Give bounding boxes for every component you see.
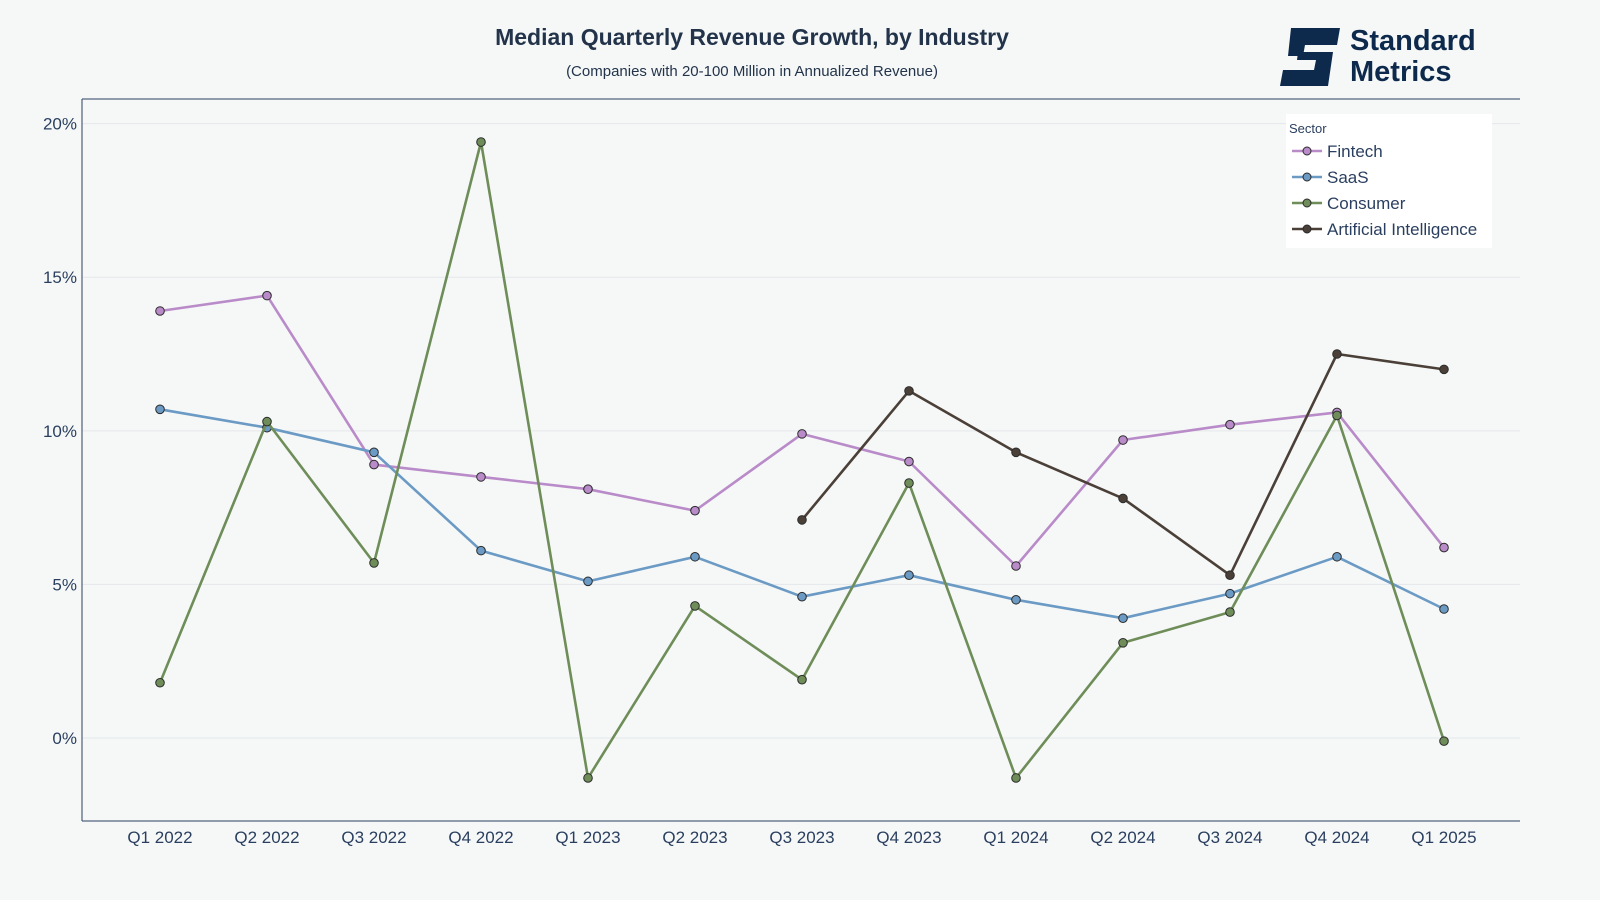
legend-swatch-marker xyxy=(1302,146,1312,156)
chart-title: Median Quarterly Revenue Growth, by Indu… xyxy=(495,24,1009,50)
data-point[interactable] xyxy=(155,306,165,316)
y-tick-label: 15% xyxy=(43,268,77,287)
legend-label: Artificial Intelligence xyxy=(1327,220,1477,239)
data-point[interactable] xyxy=(1011,773,1021,783)
x-tick-label: Q2 2022 xyxy=(234,828,299,847)
logo: Standard Metrics xyxy=(1280,25,1476,88)
x-tick-label: Q4 2022 xyxy=(448,828,513,847)
data-point[interactable] xyxy=(690,551,700,562)
data-point[interactable] xyxy=(1118,638,1128,648)
x-tick-label: Q2 2023 xyxy=(662,828,727,847)
data-point[interactable] xyxy=(369,459,379,470)
y-tick-label: 10% xyxy=(43,422,77,441)
legend-swatch-marker xyxy=(1302,198,1312,208)
y-tick-label: 0% xyxy=(52,729,77,748)
data-point[interactable] xyxy=(155,677,165,688)
chart-subtitle: (Companies with 20-100 Million in Annual… xyxy=(566,63,938,80)
data-point[interactable] xyxy=(1118,435,1128,445)
legend-item[interactable]: Consumer xyxy=(1292,194,1406,213)
series-artificial-intelligence xyxy=(797,349,1449,581)
legend-item[interactable]: SaaS xyxy=(1292,168,1369,187)
logo-text-line2: Metrics xyxy=(1350,56,1452,88)
data-point[interactable] xyxy=(476,137,486,147)
y-tick-label: 5% xyxy=(52,575,77,594)
data-point[interactable] xyxy=(904,478,914,488)
data-point[interactable] xyxy=(797,674,807,685)
data-point[interactable] xyxy=(1225,570,1235,581)
data-point[interactable] xyxy=(1225,419,1235,430)
data-point[interactable] xyxy=(690,505,700,516)
data-point[interactable] xyxy=(1011,561,1021,571)
logo-text-line1: Standard xyxy=(1350,25,1476,57)
data-point[interactable] xyxy=(797,429,807,439)
legend-label: Fintech xyxy=(1327,142,1383,161)
data-point[interactable] xyxy=(1011,594,1021,605)
data-point[interactable] xyxy=(369,558,379,568)
data-point[interactable] xyxy=(262,416,272,427)
legend-label: SaaS xyxy=(1327,168,1369,187)
legend-swatch-marker xyxy=(1302,172,1312,182)
data-point[interactable] xyxy=(1225,588,1235,599)
data-point[interactable] xyxy=(476,472,486,482)
logo-mark-icon xyxy=(1280,28,1340,86)
data-point[interactable] xyxy=(583,484,593,494)
legend-box xyxy=(1286,114,1492,248)
data-point[interactable] xyxy=(690,601,700,611)
series-saas xyxy=(155,404,1449,624)
plot-area xyxy=(82,99,1520,821)
data-point[interactable] xyxy=(476,545,486,556)
data-point[interactable] xyxy=(155,404,165,415)
x-tick-label: Q1 2024 xyxy=(983,828,1048,847)
series-group xyxy=(155,137,1449,783)
data-point[interactable] xyxy=(1332,349,1342,359)
data-point[interactable] xyxy=(1332,410,1342,421)
x-tick-label: Q3 2022 xyxy=(341,828,406,847)
x-tick-label: Q1 2025 xyxy=(1411,828,1476,847)
x-tick-label: Q1 2022 xyxy=(127,828,192,847)
series-fintech xyxy=(155,290,1449,571)
legend-title: Sector xyxy=(1289,121,1327,136)
legend-item[interactable]: Fintech xyxy=(1292,142,1383,161)
x-tick-label: Q2 2024 xyxy=(1090,828,1155,847)
x-tick-label: Q4 2024 xyxy=(1304,828,1369,847)
data-point[interactable] xyxy=(904,386,914,396)
x-tick-label: Q1 2023 xyxy=(555,828,620,847)
data-point[interactable] xyxy=(1439,364,1449,375)
data-point[interactable] xyxy=(1439,542,1449,553)
x-tick-label: Q3 2023 xyxy=(769,828,834,847)
data-point[interactable] xyxy=(262,290,272,301)
data-point[interactable] xyxy=(583,773,593,783)
data-point[interactable] xyxy=(1011,447,1021,458)
data-point[interactable] xyxy=(1439,736,1449,746)
data-point[interactable] xyxy=(1439,604,1449,614)
data-point[interactable] xyxy=(369,447,379,458)
data-point[interactable] xyxy=(583,576,593,587)
x-tick-label: Q4 2023 xyxy=(876,828,941,847)
data-point[interactable] xyxy=(904,456,914,467)
data-point[interactable] xyxy=(1225,607,1235,617)
data-point[interactable] xyxy=(1332,551,1342,562)
x-tick-label: Q3 2024 xyxy=(1197,828,1262,847)
legend-item[interactable]: Artificial Intelligence xyxy=(1292,220,1477,239)
data-point[interactable] xyxy=(1118,613,1128,624)
y-axis: 0% 5% 10% 15% 20% xyxy=(43,115,77,748)
y-tick-label: 20% xyxy=(43,115,77,134)
x-axis: Q1 2022 Q2 2022 Q3 2022 Q4 2022 Q1 2023 Q2 20… xyxy=(127,828,1476,847)
series-consumer xyxy=(155,137,1449,783)
legend-label: Consumer xyxy=(1327,194,1406,213)
data-point[interactable] xyxy=(1118,493,1128,504)
data-point[interactable] xyxy=(797,515,807,525)
data-point[interactable] xyxy=(904,570,914,581)
legend-swatch-marker xyxy=(1302,224,1312,234)
data-point[interactable] xyxy=(797,591,807,602)
